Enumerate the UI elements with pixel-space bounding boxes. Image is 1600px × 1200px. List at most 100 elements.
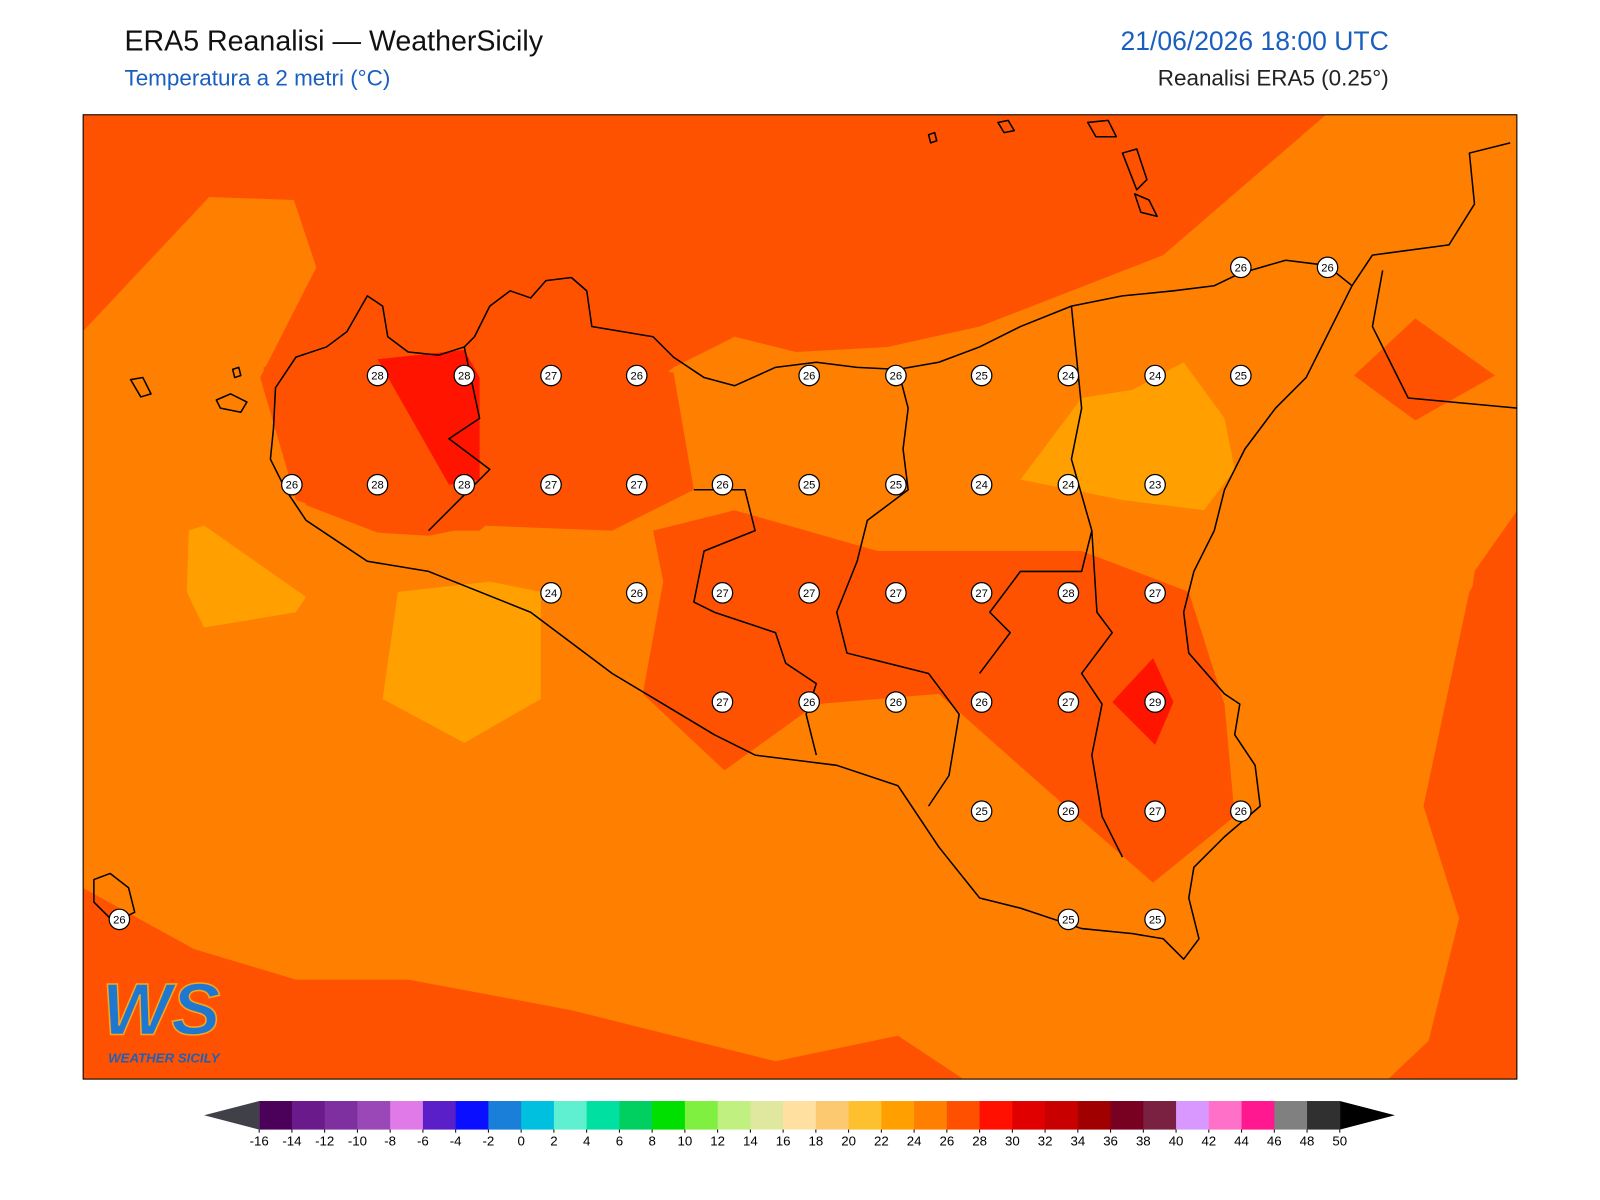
- station-marker: [970, 582, 993, 604]
- colorbar-tick-label: 46: [1267, 1133, 1282, 1148]
- colorbar-tick-label: 24: [907, 1133, 922, 1148]
- contour: [1354, 318, 1495, 421]
- colorbar-segment: [881, 1101, 915, 1130]
- colorbar-over: [1339, 1101, 1395, 1130]
- station-value: 26: [630, 370, 642, 382]
- station-marker: [1057, 800, 1080, 823]
- colorbar-tick-label: -8: [384, 1133, 396, 1148]
- colorbar-segment: [1208, 1101, 1243, 1130]
- contour: [1112, 658, 1174, 745]
- colorbar-tick-label: 20: [841, 1133, 856, 1148]
- colorbar-tick-label: -6: [417, 1133, 429, 1148]
- station-value: 26: [1235, 262, 1247, 274]
- coastline: [1351, 142, 1518, 409]
- station-value: 29: [1149, 697, 1161, 709]
- colorbar-tick-label: 38: [1136, 1133, 1151, 1148]
- station-value: 25: [1235, 370, 1247, 382]
- station-marker: [108, 908, 131, 931]
- station-value: 26: [975, 697, 987, 709]
- station-marker: [1057, 908, 1080, 931]
- station-marker: [970, 691, 993, 713]
- station-value: 23: [1149, 480, 1161, 492]
- colorbar-segment: [1176, 1101, 1210, 1130]
- colorbar-tick-label: 18: [808, 1133, 823, 1148]
- colorbar-segment: [521, 1101, 555, 1130]
- station-value: 26: [1235, 806, 1247, 818]
- station-value: 28: [1062, 588, 1074, 600]
- station-marker: [453, 364, 476, 387]
- station-marker: [1230, 364, 1252, 387]
- colorbar-segment: [324, 1101, 358, 1130]
- colorbar-tick-label: 12: [710, 1133, 725, 1148]
- province-border: [428, 276, 1124, 858]
- valid-time: 21/06/2026 18:00 UTC: [1120, 26, 1388, 56]
- station-value: 27: [545, 370, 557, 382]
- colorbar-segment: [586, 1101, 620, 1130]
- colorbar-segment: [488, 1101, 522, 1130]
- station-value: 27: [545, 480, 557, 492]
- station-marker: [366, 364, 389, 387]
- colorbar-tick-label: 48: [1300, 1133, 1315, 1148]
- contour: [186, 525, 307, 628]
- station-value: 27: [975, 588, 987, 600]
- colorbar-tick-label: 40: [1169, 1133, 1184, 1148]
- colorbar-tick-label: 4: [583, 1133, 590, 1148]
- station-marker: [885, 364, 907, 387]
- logo-letters: WS: [102, 968, 220, 1051]
- station-marker: [366, 473, 389, 496]
- colorbar-segment: [1110, 1101, 1144, 1130]
- colorbar-under: [204, 1101, 260, 1130]
- station-value: 24: [975, 480, 987, 492]
- colorbar-segment: [717, 1101, 751, 1130]
- station-marker: [1057, 473, 1080, 496]
- colorbar-tick-label: 44: [1234, 1133, 1249, 1148]
- station-marker: [970, 473, 993, 496]
- colorbar-segment: [1274, 1101, 1308, 1130]
- station-value: 26: [716, 480, 728, 492]
- colorbar-segment: [455, 1101, 489, 1130]
- colorbar-segment: [1077, 1101, 1112, 1130]
- colorbar-tick-label: -12: [315, 1133, 334, 1148]
- colorbar-segment: [422, 1101, 457, 1130]
- station-marker: [1144, 691, 1166, 713]
- station-marker: [540, 364, 562, 387]
- colorbar-segment: [1241, 1101, 1275, 1130]
- station-marker: [540, 582, 562, 604]
- colorbar: -16 -14 -12 -10 -8 -6 -4 -2 0 2 4 6 8 10 12 14 16 18 20 22 2…: [204, 1101, 1395, 1148]
- station-value: 26: [286, 480, 298, 492]
- contour: [642, 510, 1235, 883]
- station-marker: [798, 691, 821, 713]
- source: Reanalisi ERA5 (0.25°): [1158, 66, 1389, 91]
- coastline: [269, 259, 1353, 960]
- colorbar-tick-label: 50: [1332, 1133, 1347, 1148]
- contour: [382, 581, 541, 743]
- station-value: 24: [1062, 370, 1074, 382]
- colorbar-tick-label: 36: [1103, 1133, 1118, 1148]
- logo-tagline: WEATHER SICILY: [108, 1051, 221, 1066]
- station-value: 26: [803, 370, 815, 382]
- station-marker: [1144, 582, 1166, 604]
- station-marker: [970, 364, 993, 387]
- station-value: 24: [545, 588, 557, 600]
- station-marker: [885, 473, 907, 496]
- colorbar-tick-label: -14: [282, 1133, 301, 1148]
- station-value: 27: [803, 588, 815, 600]
- colorbar-segment: [848, 1101, 882, 1130]
- station-marker: [625, 473, 648, 496]
- colorbar-segment: [291, 1101, 326, 1130]
- station-value: 28: [458, 480, 470, 492]
- contour: [377, 350, 480, 485]
- title: ERA5 Reanalisi — WeatherSicily: [124, 25, 543, 57]
- colorbar-segment: [390, 1101, 424, 1130]
- station-marker: [1057, 691, 1080, 713]
- station-value: 27: [1149, 588, 1161, 600]
- station-marker: [798, 364, 821, 387]
- colorbar-segment: [783, 1101, 817, 1130]
- station-marker: [1230, 256, 1252, 279]
- colorbar-segment: [914, 1101, 948, 1130]
- station-marker: [1230, 800, 1252, 823]
- colorbar-segment: [815, 1101, 850, 1130]
- colorbar-tick-label: 22: [874, 1133, 889, 1148]
- station-value: 26: [890, 697, 902, 709]
